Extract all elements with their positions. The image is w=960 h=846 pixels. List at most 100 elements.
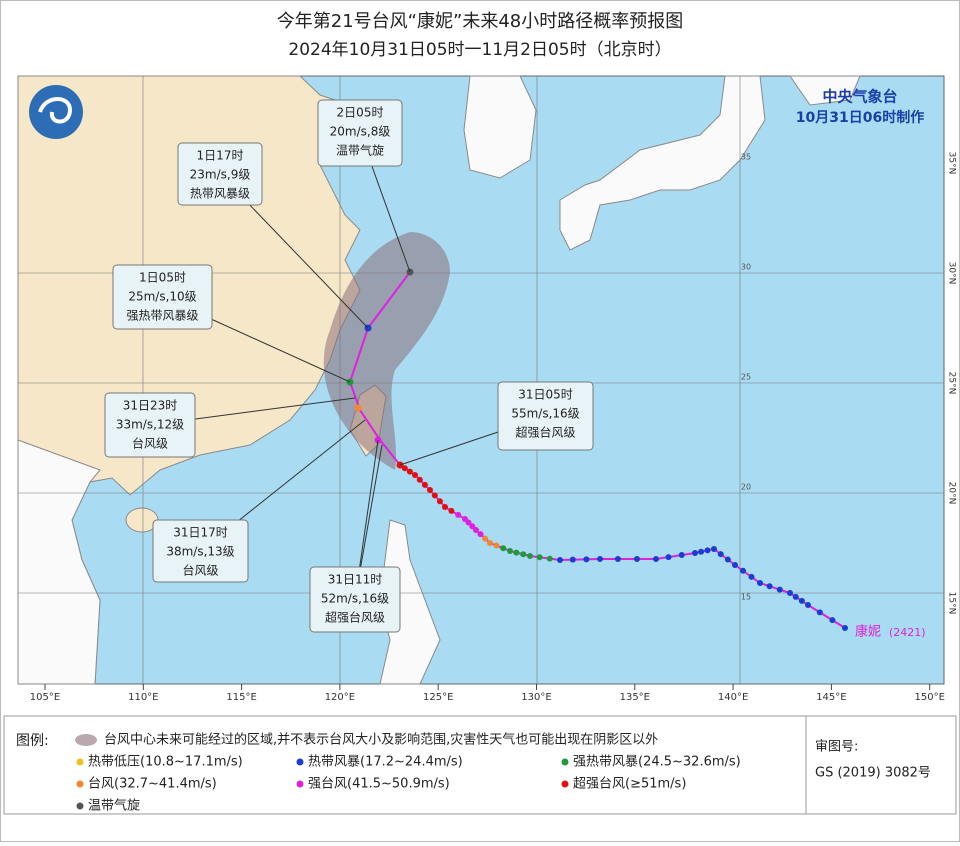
- legend: 图例: 台风中心未来可能经过的区域,并不表示台风大小及影响范围,灾害性天气也可能…: [3, 715, 957, 815]
- track-point: [798, 597, 805, 604]
- track-point: [513, 549, 520, 556]
- legend-label: 台风(32.7~41.4m/s): [88, 777, 217, 792]
- callout-text: 31日05时: [518, 388, 573, 402]
- subtitle: 2024年10月31日05时一11月2日05时（北京时）: [288, 40, 671, 60]
- lon-label: 130°E: [521, 692, 551, 703]
- callout-text: 31日23时: [123, 399, 178, 413]
- track-point: [421, 481, 428, 488]
- hokkaido: [789, 75, 861, 106]
- track-point: [805, 602, 811, 608]
- issue-time: 10月31日06时制作: [796, 109, 924, 126]
- track-point: [816, 609, 823, 616]
- callout-box: [104, 392, 196, 458]
- lon-label: 105°E: [30, 692, 60, 703]
- track-point: [469, 523, 476, 530]
- legend-dot: [561, 780, 569, 788]
- track-point: [557, 557, 563, 563]
- callout-text: 33m/s,12级: [116, 418, 184, 432]
- indochina-land: [17, 439, 101, 685]
- callout-box: [112, 264, 213, 330]
- callout-text: 31日11时: [328, 573, 383, 587]
- legend-label: 强台风(41.5~50.9m/s): [308, 777, 450, 792]
- legend-box: [3, 715, 957, 815]
- legend-dot: [76, 780, 84, 788]
- callout-box: [177, 142, 263, 206]
- logo-swirl: [38, 97, 73, 124]
- legend-dot: [296, 780, 304, 788]
- track-point: [412, 472, 418, 478]
- track-point: [477, 531, 484, 538]
- callout-box: [309, 566, 401, 633]
- lat-label: 30°N: [947, 262, 957, 285]
- callout-box: [317, 99, 403, 167]
- lat-label: 25°N: [947, 372, 957, 395]
- legend-label: 热带低压(10.8~17.1m/s): [88, 755, 243, 770]
- track-point: [757, 580, 763, 586]
- forecast-track: [348, 271, 411, 466]
- typhoon-code: (2421): [889, 626, 926, 639]
- track: [346, 268, 848, 631]
- callout-text: 23m/s,9级: [190, 168, 251, 182]
- track-point: [653, 556, 659, 562]
- track-point: [520, 551, 527, 558]
- legend-dot: [561, 758, 569, 766]
- callout-text: 38m/s,13级: [166, 545, 234, 559]
- grid-label: 15: [741, 593, 751, 602]
- lon-label: 150°E: [914, 692, 944, 703]
- track-point: [704, 547, 711, 554]
- track-point: [829, 617, 836, 624]
- axes: 105°E 110°E 115°E 120°E 125°E 130°E 135°E 140°E…: [30, 152, 957, 703]
- agency-name: 中央气象台: [822, 88, 897, 106]
- track-point: [678, 552, 685, 559]
- track-point: [732, 562, 738, 568]
- callout-text: 超强台风级: [515, 425, 575, 440]
- callout-text: 1日05时: [139, 271, 186, 285]
- grid-label: 30: [741, 263, 751, 272]
- track-point: [633, 556, 640, 562]
- track-point: [842, 625, 848, 631]
- approval-label: 审图号:: [815, 740, 858, 755]
- grid-label: 20: [741, 483, 751, 492]
- callout-text: 25m/s,10级: [128, 290, 196, 304]
- legend-items: 热带低压(10.8~17.1m/s) 热带风暴(17.2~24.4m/s) 强热带风…: [76, 755, 741, 814]
- track-point: [717, 551, 724, 558]
- callout-text: 台风级: [132, 436, 168, 451]
- lat-label: 35°N: [947, 152, 957, 175]
- track-point: [546, 555, 553, 562]
- track-point: [487, 540, 493, 546]
- callout-text: 1日17时: [197, 149, 244, 163]
- lon-label: 125°E: [423, 692, 453, 703]
- track-point: [740, 567, 746, 574]
- track-point: [401, 465, 408, 472]
- callout-text: 52m/s,16级: [321, 592, 389, 606]
- track-point: [406, 468, 413, 475]
- track-point: [614, 556, 621, 562]
- track-point: [493, 542, 500, 549]
- lat-label: 15°N: [947, 592, 957, 615]
- graticule: [18, 76, 944, 684]
- callout-text: 强热带风暴级: [126, 309, 198, 323]
- callout-text: 31日17时: [173, 526, 228, 540]
- forecast-point: [354, 404, 362, 412]
- track-point: [448, 507, 455, 514]
- legend-label: 温带气旋: [88, 798, 140, 814]
- track-point: [462, 516, 468, 522]
- grid-label: 35: [741, 153, 751, 162]
- callout-text: 台风级: [182, 563, 218, 578]
- lon-label: 115°E: [226, 692, 256, 703]
- callout-text: 温带气旋: [336, 143, 384, 158]
- track-point: [436, 498, 443, 505]
- probability-cone: [323, 232, 450, 470]
- track-point: [597, 556, 603, 562]
- track-point: [792, 593, 799, 600]
- callout-text: 2日05时: [337, 106, 384, 120]
- legend-label: 热带风暴(17.2~24.4m/s): [308, 755, 463, 770]
- track-point: [500, 545, 507, 552]
- track-point: [427, 487, 433, 493]
- track-point: [724, 556, 731, 563]
- track-point: [787, 590, 793, 596]
- track-point: [536, 554, 543, 561]
- legend-label: 超强台风(≥51m/s): [573, 777, 686, 792]
